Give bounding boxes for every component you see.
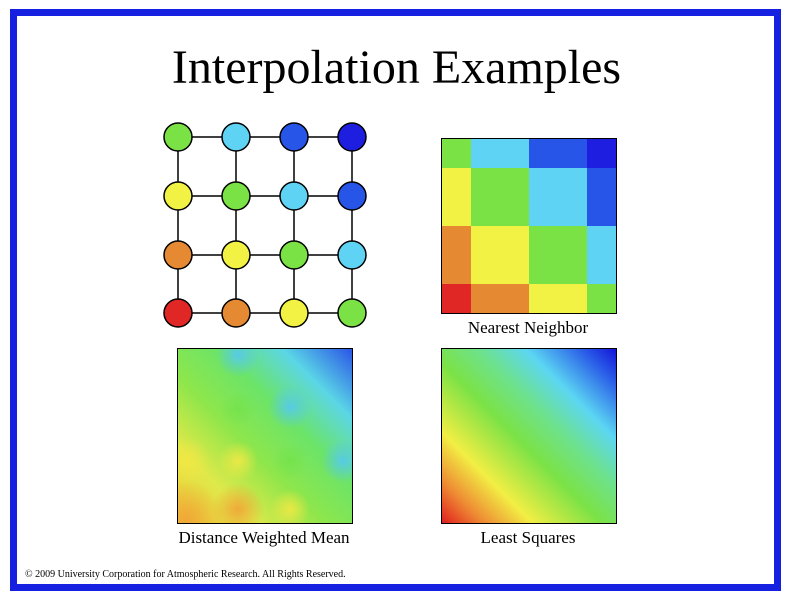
grid-node	[221, 122, 251, 152]
nearest-neighbor-cell	[471, 284, 529, 313]
node-grid-diagram	[163, 122, 367, 328]
nearest-neighbor-cell	[442, 226, 471, 284]
slide-title: Interpolation Examples	[171, 41, 622, 94]
nearest-neighbor-cell	[442, 284, 471, 313]
distance-weighted-image	[178, 349, 352, 523]
nearest-neighbor-cell	[471, 139, 529, 168]
grid-node	[221, 298, 251, 328]
nearest-neighbor-cell	[587, 168, 616, 226]
least-squares-panel	[441, 348, 617, 524]
grid-node	[221, 181, 251, 211]
nearest-neighbor-cell	[471, 226, 529, 284]
copyright-footer: © 2009 University Corporation for Atmosp…	[25, 569, 346, 580]
distance-weighted-caption: Distance Weighted Mean	[178, 528, 350, 547]
grid-lines	[177, 136, 353, 314]
nearest-neighbor-cell	[471, 168, 529, 226]
grid-node	[337, 181, 367, 211]
slide-frame	[10, 9, 781, 591]
least-squares-image	[442, 349, 616, 523]
nearest-neighbor-cell	[529, 226, 587, 284]
nearest-neighbor-cell	[587, 284, 616, 313]
nearest-neighbor-cell	[442, 139, 471, 168]
grid-node	[337, 122, 367, 152]
nearest-neighbor-panel	[441, 138, 617, 314]
nearest-neighbor-cell	[529, 139, 587, 168]
grid-node	[163, 298, 193, 328]
grid-node	[163, 181, 193, 211]
least-squares-caption: Least Squares	[480, 528, 576, 547]
nearest-neighbor-cell	[587, 226, 616, 284]
grid-node	[221, 240, 251, 270]
grid-nodes	[163, 122, 367, 328]
grid-node	[279, 122, 309, 152]
nearest-neighbor-cell	[529, 284, 587, 313]
grid-node	[337, 298, 367, 328]
nearest-neighbor-cell	[442, 168, 471, 226]
grid-node	[279, 298, 309, 328]
distance-weighted-panel	[177, 348, 353, 524]
grid-node	[279, 240, 309, 270]
grid-node	[337, 240, 367, 270]
grid-node	[163, 122, 193, 152]
grid-node	[279, 181, 309, 211]
grid-node	[163, 240, 193, 270]
nearest-neighbor-image	[442, 139, 616, 313]
nearest-neighbor-cell	[529, 168, 587, 226]
nearest-neighbor-caption: Nearest Neighbor	[467, 318, 589, 337]
nearest-neighbor-cell	[587, 139, 616, 168]
